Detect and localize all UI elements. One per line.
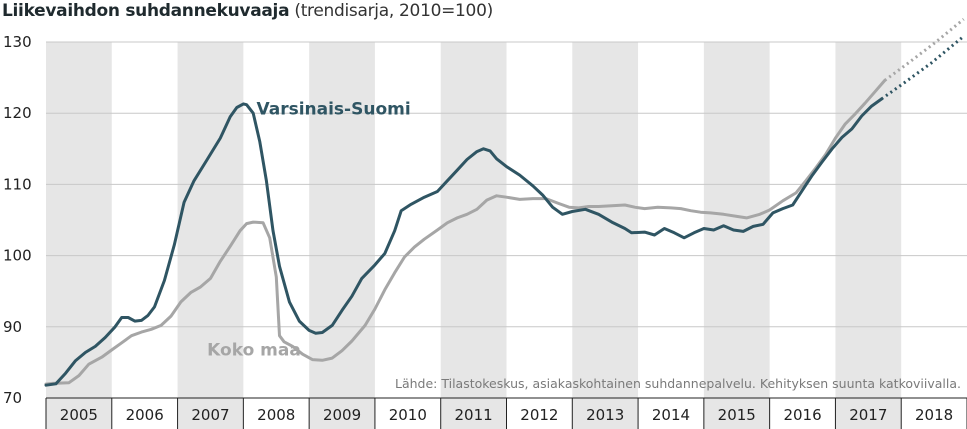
x-axis: 2005 2006 2007 2008 2009 2010 2011 2012 2013 2014… xyxy=(45,397,967,429)
x-tick-label: 2006 xyxy=(126,406,164,424)
x-tick-label: 2009 xyxy=(323,406,361,424)
series-label: Koko maa xyxy=(207,340,301,360)
x-tick-label: 2015 xyxy=(718,406,756,424)
y-tick-label: 120 xyxy=(3,104,32,122)
band-2009 xyxy=(309,42,375,429)
y-tick-label: 130 xyxy=(3,33,32,51)
x-tick-label: 2007 xyxy=(191,406,229,424)
y-tick-label: 100 xyxy=(3,247,32,265)
x-tick-label: 2013 xyxy=(586,406,624,424)
chart-title-main: Liikevaihdon suhdannekuvaaja xyxy=(2,1,290,21)
series-line-koko-maa xyxy=(44,78,887,386)
band-2017 xyxy=(835,42,902,429)
band-2007 xyxy=(177,42,244,429)
gridlines xyxy=(46,41,967,328)
year-bands xyxy=(46,42,902,429)
y-axis-ticks: 70 90 100 110 120 130 xyxy=(3,33,32,407)
series-line-varsinais-suomi xyxy=(44,97,883,387)
x-tick-label: 2005 xyxy=(60,406,98,424)
x-tick-label: 2014 xyxy=(652,406,690,424)
series-lines xyxy=(44,18,965,387)
x-tick-label: 2016 xyxy=(783,406,821,424)
band-2005 xyxy=(46,42,112,429)
x-tick-label: 2008 xyxy=(257,406,295,424)
series-forecast-koko-maa xyxy=(883,18,965,82)
band-2013 xyxy=(572,42,639,429)
y-tick-label: 110 xyxy=(3,175,32,193)
chart-title: Liikevaihdon suhdannekuvaaja (trendisarj… xyxy=(2,1,493,21)
x-tick-label: 2018 xyxy=(915,406,953,424)
series-forecast-varsinais-suomi xyxy=(880,35,965,101)
source-note: Lähde: Tilastokeskus, asiakaskohtainen s… xyxy=(395,376,961,391)
series-label: Varsinais-Suomi xyxy=(257,100,411,120)
band-2015 xyxy=(703,42,770,429)
x-tick-label: 2012 xyxy=(520,406,558,424)
x-tick-label: 2010 xyxy=(389,406,427,424)
x-tick-label: 2011 xyxy=(455,406,493,424)
band-2011 xyxy=(440,42,507,429)
y-tick-label: 70 xyxy=(3,389,22,407)
y-tick-label: 90 xyxy=(3,318,22,336)
chart-subtitle: (trendisarja, 2010=100) xyxy=(294,1,493,21)
x-tick-label: 2017 xyxy=(849,406,887,424)
series-labels: Varsinais-Suomi Koko maa xyxy=(207,100,411,361)
